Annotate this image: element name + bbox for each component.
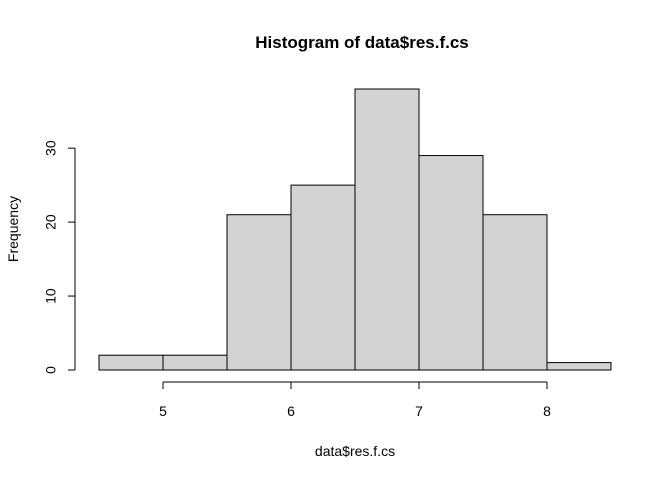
x-axis-label: data$res.f.cs [315, 443, 395, 459]
histogram-bar-6 [482, 214, 548, 371]
y-tick-label-0: 0 [43, 366, 59, 374]
x-tick-label-5: 5 [159, 403, 167, 419]
y-tick-label-10: 10 [43, 288, 59, 304]
chart-title: Histogram of data$res.f.cs [255, 33, 469, 52]
histogram-bar-1 [162, 354, 228, 371]
x-tick-label-7: 7 [415, 403, 423, 419]
y-tick-label-20: 20 [43, 214, 59, 230]
y-axis: 0 10 20 30 [43, 140, 76, 374]
histogram-bar-4 [354, 88, 420, 371]
y-tick-label-30: 30 [43, 140, 59, 156]
x-tick-label-6: 6 [287, 403, 295, 419]
histogram-bar-2 [226, 214, 292, 371]
histogram-bar-5 [418, 155, 484, 371]
x-tick-label-8: 8 [543, 403, 551, 419]
histogram-bar-0 [98, 354, 164, 371]
bars-group [98, 88, 612, 371]
histogram-bar-3 [290, 184, 356, 371]
histogram-bar-7 [546, 362, 612, 371]
x-axis: 5 6 7 8 [159, 381, 551, 419]
y-axis-label: Frequency [5, 196, 21, 262]
